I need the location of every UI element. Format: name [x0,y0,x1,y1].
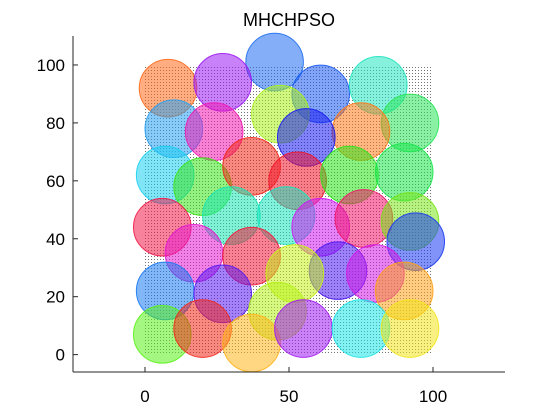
circle-mark-3 [193,53,253,112]
circle-mark-39 [380,299,440,358]
circle-mark-36 [222,313,281,373]
circle-mark-8 [380,93,440,153]
y-tick-label: 80 [46,114,65,133]
circle-mark-17 [374,142,434,202]
circle-mark-35 [173,299,232,358]
y-tick-label: 0 [56,346,65,365]
chart-title: MHCHPSO [243,10,335,30]
x-axis-ticks: 0 50 100 [140,367,447,406]
y-tick-label: 60 [46,172,65,191]
circles-layer [132,32,446,373]
y-tick-label: 40 [46,230,65,249]
circle-mark-37 [274,299,333,358]
y-tick-label: 20 [46,288,65,307]
x-tick-label: 50 [280,387,299,406]
plot-area [132,32,446,373]
y-tick-label: 100 [37,56,65,75]
y-axis-ticks: 0 20 40 60 80 100 [37,56,78,365]
axes: 0 50 100 0 20 40 60 80 100 [37,36,505,406]
x-tick-label: 0 [140,387,149,406]
x-tick-label: 100 [419,387,447,406]
